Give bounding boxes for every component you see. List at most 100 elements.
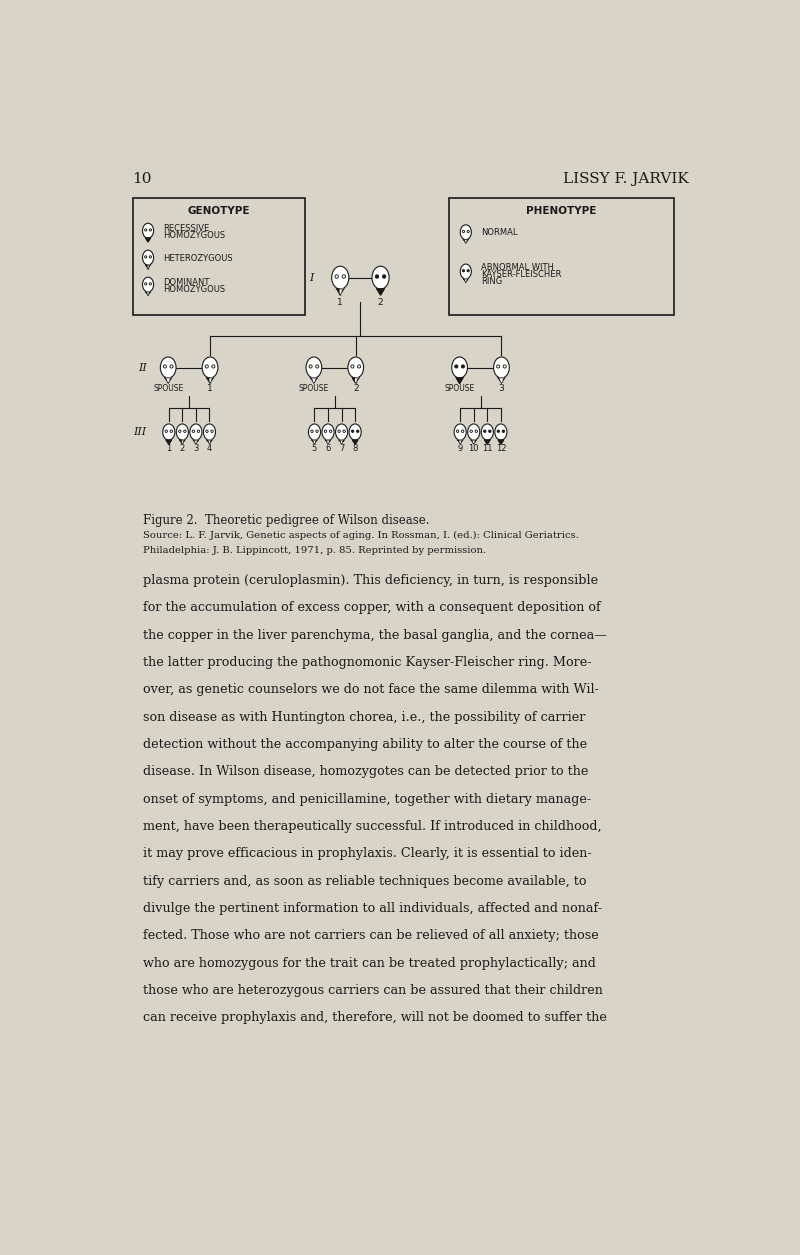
Ellipse shape bbox=[202, 356, 218, 378]
Polygon shape bbox=[339, 441, 344, 444]
Text: those who are heterozygous carriers can be assured that their children: those who are heterozygous carriers can … bbox=[142, 984, 602, 998]
Text: LISSY F. JARVIK: LISSY F. JARVIK bbox=[563, 172, 689, 186]
Text: GENOTYPE: GENOTYPE bbox=[187, 206, 250, 216]
Ellipse shape bbox=[322, 424, 334, 441]
Text: RECESSIVE: RECESSIVE bbox=[163, 223, 210, 232]
Ellipse shape bbox=[382, 275, 386, 279]
Polygon shape bbox=[471, 441, 476, 444]
Ellipse shape bbox=[372, 266, 389, 289]
Text: SPOUSE: SPOUSE bbox=[298, 384, 329, 394]
FancyBboxPatch shape bbox=[133, 198, 305, 315]
Ellipse shape bbox=[454, 424, 466, 441]
FancyBboxPatch shape bbox=[449, 198, 674, 315]
Text: 3: 3 bbox=[498, 384, 504, 394]
Polygon shape bbox=[326, 441, 330, 444]
Text: 6: 6 bbox=[326, 444, 330, 453]
Text: RING: RING bbox=[482, 277, 502, 286]
Text: NORMAL: NORMAL bbox=[482, 228, 518, 237]
Ellipse shape bbox=[462, 365, 465, 368]
Ellipse shape bbox=[203, 424, 215, 441]
Text: DOMINANT: DOMINANT bbox=[163, 279, 210, 287]
Text: 2: 2 bbox=[180, 444, 185, 453]
Ellipse shape bbox=[190, 424, 202, 441]
Polygon shape bbox=[148, 265, 150, 269]
Text: 2: 2 bbox=[378, 297, 383, 306]
Ellipse shape bbox=[351, 430, 354, 433]
Polygon shape bbox=[194, 441, 198, 444]
Ellipse shape bbox=[306, 356, 322, 378]
Polygon shape bbox=[182, 441, 185, 444]
Text: it may prove efficacious in prophylaxis. Clearly, it is essential to iden-: it may prove efficacious in prophylaxis.… bbox=[142, 847, 591, 861]
Ellipse shape bbox=[452, 356, 467, 378]
Text: HOMOZYGOUS: HOMOZYGOUS bbox=[163, 285, 226, 295]
Polygon shape bbox=[458, 441, 462, 444]
Text: disease. In Wilson disease, homozygotes can be detected prior to the: disease. In Wilson disease, homozygotes … bbox=[142, 766, 588, 778]
Polygon shape bbox=[206, 378, 210, 384]
Polygon shape bbox=[498, 441, 503, 444]
Ellipse shape bbox=[460, 264, 471, 279]
Text: II: II bbox=[138, 363, 146, 373]
Text: fected. Those who are not carriers can be relieved of all anxiety; those: fected. Those who are not carriers can b… bbox=[142, 930, 598, 943]
Ellipse shape bbox=[142, 250, 154, 265]
Polygon shape bbox=[377, 289, 384, 295]
Text: for the accumulation of excess copper, with a consequent deposition of: for the accumulation of excess copper, w… bbox=[142, 601, 600, 615]
Polygon shape bbox=[312, 441, 317, 444]
Text: plasma protein (ceruloplasmin). This deficiency, in turn, is responsible: plasma protein (ceruloplasmin). This def… bbox=[142, 574, 598, 587]
Polygon shape bbox=[463, 240, 468, 243]
Polygon shape bbox=[146, 238, 150, 242]
Text: Source: L. F. Jarvik, Genetic aspects of aging. In Rossman, I. (ed.): Clinical G: Source: L. F. Jarvik, Genetic aspects of… bbox=[142, 531, 578, 540]
Ellipse shape bbox=[162, 424, 175, 441]
Ellipse shape bbox=[497, 430, 499, 433]
Text: who are homozygous for the trait can be treated prophylactically; and: who are homozygous for the trait can be … bbox=[142, 956, 595, 970]
Text: SPOUSE: SPOUSE bbox=[153, 384, 183, 394]
Text: 3: 3 bbox=[194, 444, 198, 453]
Polygon shape bbox=[166, 441, 171, 444]
Text: SPOUSE: SPOUSE bbox=[445, 384, 474, 394]
Ellipse shape bbox=[348, 356, 364, 378]
Text: HOMOZYGOUS: HOMOZYGOUS bbox=[163, 231, 226, 240]
Text: 1: 1 bbox=[338, 297, 343, 306]
Text: detection without the accompanying ability to alter the course of the: detection without the accompanying abili… bbox=[142, 738, 586, 750]
Text: the latter producing the pathognomonic Kayser-Fleischer ring. More-: the latter producing the pathognomonic K… bbox=[142, 656, 591, 669]
Polygon shape bbox=[146, 265, 148, 269]
Text: 9: 9 bbox=[458, 444, 463, 453]
Ellipse shape bbox=[454, 365, 458, 368]
Text: 2: 2 bbox=[353, 384, 358, 394]
Text: 8: 8 bbox=[353, 444, 358, 453]
Ellipse shape bbox=[502, 430, 505, 433]
Polygon shape bbox=[180, 441, 182, 444]
Ellipse shape bbox=[375, 275, 378, 279]
Text: the copper in the liver parenchyma, the basal ganglia, and the cornea—: the copper in the liver parenchyma, the … bbox=[142, 629, 606, 641]
Polygon shape bbox=[356, 378, 359, 384]
Polygon shape bbox=[498, 378, 505, 384]
Text: III: III bbox=[134, 427, 146, 437]
Ellipse shape bbox=[142, 223, 154, 238]
Ellipse shape bbox=[462, 270, 465, 272]
Polygon shape bbox=[210, 378, 214, 384]
Text: 7: 7 bbox=[339, 444, 344, 453]
Ellipse shape bbox=[489, 430, 491, 433]
Ellipse shape bbox=[460, 225, 471, 240]
Polygon shape bbox=[207, 441, 212, 444]
Polygon shape bbox=[165, 378, 171, 384]
Ellipse shape bbox=[483, 430, 486, 433]
Text: son disease as with Huntington chorea, i.e., the possibility of carrier: son disease as with Huntington chorea, i… bbox=[142, 710, 585, 724]
Text: Philadelphia: J. B. Lippincott, 1971, p. 85. Reprinted by permission.: Philadelphia: J. B. Lippincott, 1971, p.… bbox=[142, 546, 486, 556]
Polygon shape bbox=[353, 378, 356, 384]
Text: PHENOTYPE: PHENOTYPE bbox=[526, 206, 596, 216]
Ellipse shape bbox=[482, 424, 494, 441]
Polygon shape bbox=[463, 279, 468, 282]
Polygon shape bbox=[146, 292, 150, 296]
Text: Figure 2.  Theoretic pedigree of Wilson disease.: Figure 2. Theoretic pedigree of Wilson d… bbox=[142, 515, 429, 527]
Text: 4: 4 bbox=[207, 444, 212, 453]
Text: 11: 11 bbox=[482, 444, 493, 453]
Polygon shape bbox=[353, 441, 358, 444]
Ellipse shape bbox=[467, 270, 470, 272]
Text: tify carriers and, as soon as reliable techniques become available, to: tify carriers and, as soon as reliable t… bbox=[142, 875, 586, 887]
Text: 1: 1 bbox=[207, 384, 213, 394]
Text: 1: 1 bbox=[166, 444, 171, 453]
Polygon shape bbox=[456, 378, 463, 384]
Text: 12: 12 bbox=[496, 444, 506, 453]
Ellipse shape bbox=[495, 424, 507, 441]
Text: can receive prophylaxis and, therefore, will not be doomed to suffer the: can receive prophylaxis and, therefore, … bbox=[142, 1012, 606, 1024]
